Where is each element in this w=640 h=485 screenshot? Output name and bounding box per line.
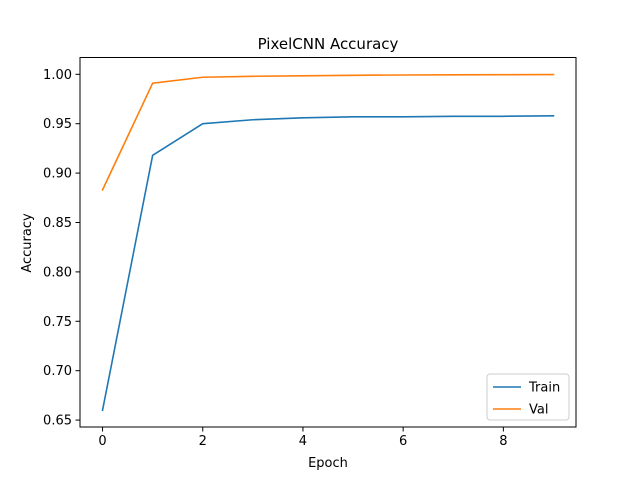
- legend-label-val: Val: [529, 403, 548, 418]
- x-tick-label: 4: [299, 434, 307, 449]
- y-tick-label: 0.65: [43, 414, 72, 429]
- plot-frame: [79, 57, 577, 428]
- x-tick-label: 0: [98, 434, 106, 449]
- series-line-train: [101, 114, 555, 412]
- y-tick-label: 1.00: [43, 68, 72, 83]
- x-tick-label: 2: [199, 434, 207, 449]
- y-axis-title: Accuracy: [20, 213, 35, 273]
- x-tick-label: 6: [399, 434, 407, 449]
- y-tick-label: 0.90: [43, 167, 72, 182]
- legend: Train Val: [486, 373, 570, 421]
- x-tick-label: 8: [499, 434, 507, 449]
- series-lines: [101, 73, 555, 412]
- chart-title: PixelCNN Accuracy: [258, 35, 399, 53]
- y-tick-label: 0.75: [43, 315, 72, 330]
- y-tick-label: 0.70: [43, 364, 72, 379]
- legend-label-train: Train: [528, 381, 560, 396]
- series-line-val: [101, 73, 555, 191]
- x-axis-title: Epoch: [308, 456, 348, 471]
- y-tick-label: 0.85: [43, 216, 72, 231]
- y-tick-label: 0.80: [43, 265, 72, 280]
- axis-ticks: 0 2 4 6 8 0.65 0.70 0.75 0.80 0.85 0.90 0.95 1.00: [43, 68, 507, 449]
- y-tick-label: 0.95: [43, 117, 72, 132]
